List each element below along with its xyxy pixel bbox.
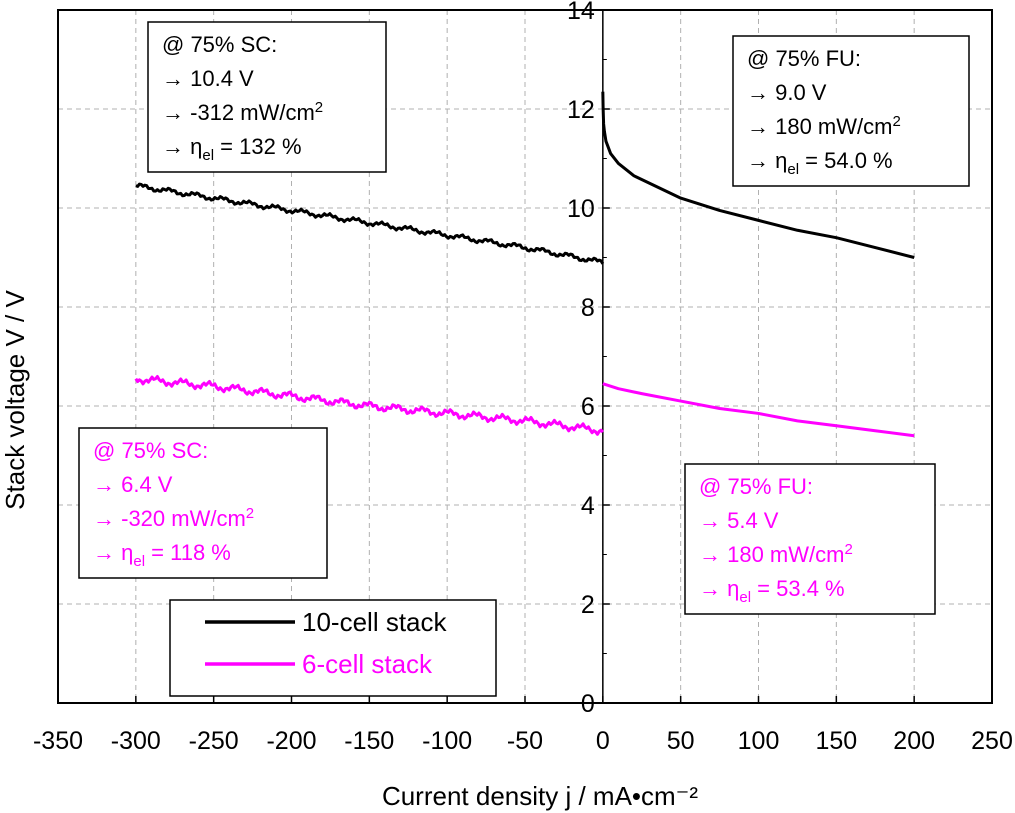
annotation-line: @ 75% FU: [699, 474, 813, 499]
legend-box [169, 599, 497, 697]
x-tick-label: 50 [667, 727, 695, 755]
x-tick-label: 0 [596, 727, 610, 755]
x-tick-label: -100 [422, 727, 472, 755]
x-tick-label: 200 [893, 727, 935, 755]
y-tick-label: 4 [581, 492, 595, 520]
x-tick-label: 100 [738, 727, 780, 755]
annotation-line: → 5.4 V [699, 508, 779, 533]
y-tick-label: 0 [581, 690, 595, 718]
x-tick-label: -200 [266, 727, 316, 755]
annotation-line: → 180 mW/cm2 [699, 541, 853, 567]
annotation-line: @ 75% SC: [162, 32, 277, 57]
annotation-line: → ηel = 53.4 % [699, 576, 845, 606]
x-tick-label: -150 [344, 727, 394, 755]
series-line [134, 375, 604, 436]
annotation-line: → 9.0 V [747, 80, 827, 105]
x-tick-label: -50 [507, 727, 543, 755]
x-tick-label: 250 [971, 727, 1013, 755]
annotation-line: → ηel = 132 % [162, 134, 302, 164]
legend: 10-cell stack 6-cell stack [169, 599, 497, 697]
y-tick-label: 8 [581, 294, 595, 322]
y-tick-label: 6 [581, 393, 595, 421]
y-tick-label: 2 [581, 591, 595, 619]
x-axis-title: Current density j / mA•cm⁻² [382, 781, 698, 811]
series-line [601, 91, 915, 259]
annotation-box [684, 463, 936, 615]
x-tick-label: -350 [33, 727, 83, 755]
x-tick-label: -250 [189, 727, 239, 755]
x-tick-label: 150 [815, 727, 857, 755]
y-tick-label: 10 [567, 195, 595, 223]
annotations: @ 75% SC: → 10.4 V → -312 mW/cm2 → ηel = 13… [78, 21, 970, 615]
annotation-line: → ηel = 54.0 % [747, 148, 893, 178]
series-line [602, 382, 915, 438]
annotation-line: → -320 mW/cm2 [93, 505, 254, 531]
annotation-line: → 10.4 V [162, 66, 254, 91]
series-lines [134, 91, 915, 438]
annotation-line: → 180 mW/cm2 [747, 113, 901, 139]
annotation-line: @ 75% FU: [747, 46, 861, 71]
legend-label: 6-cell stack [302, 649, 433, 679]
series-line [135, 182, 605, 265]
annotation-line: @ 75% SC: [93, 438, 208, 463]
x-tick-label: -300 [111, 727, 161, 755]
y-tick-label: 14 [567, 0, 595, 25]
annotation-box [732, 35, 970, 187]
legend-label: 10-cell stack [302, 607, 447, 637]
annotation-line: → 6.4 V [93, 472, 173, 497]
y-tick-label: 12 [567, 96, 595, 124]
y-axis-title: Stack voltage V / V [0, 290, 30, 510]
annotation-line: → -312 mW/cm2 [162, 99, 323, 125]
annotation-box [147, 21, 387, 173]
annotation-box [78, 427, 328, 579]
annotation-line: → ηel = 118 % [93, 540, 231, 570]
